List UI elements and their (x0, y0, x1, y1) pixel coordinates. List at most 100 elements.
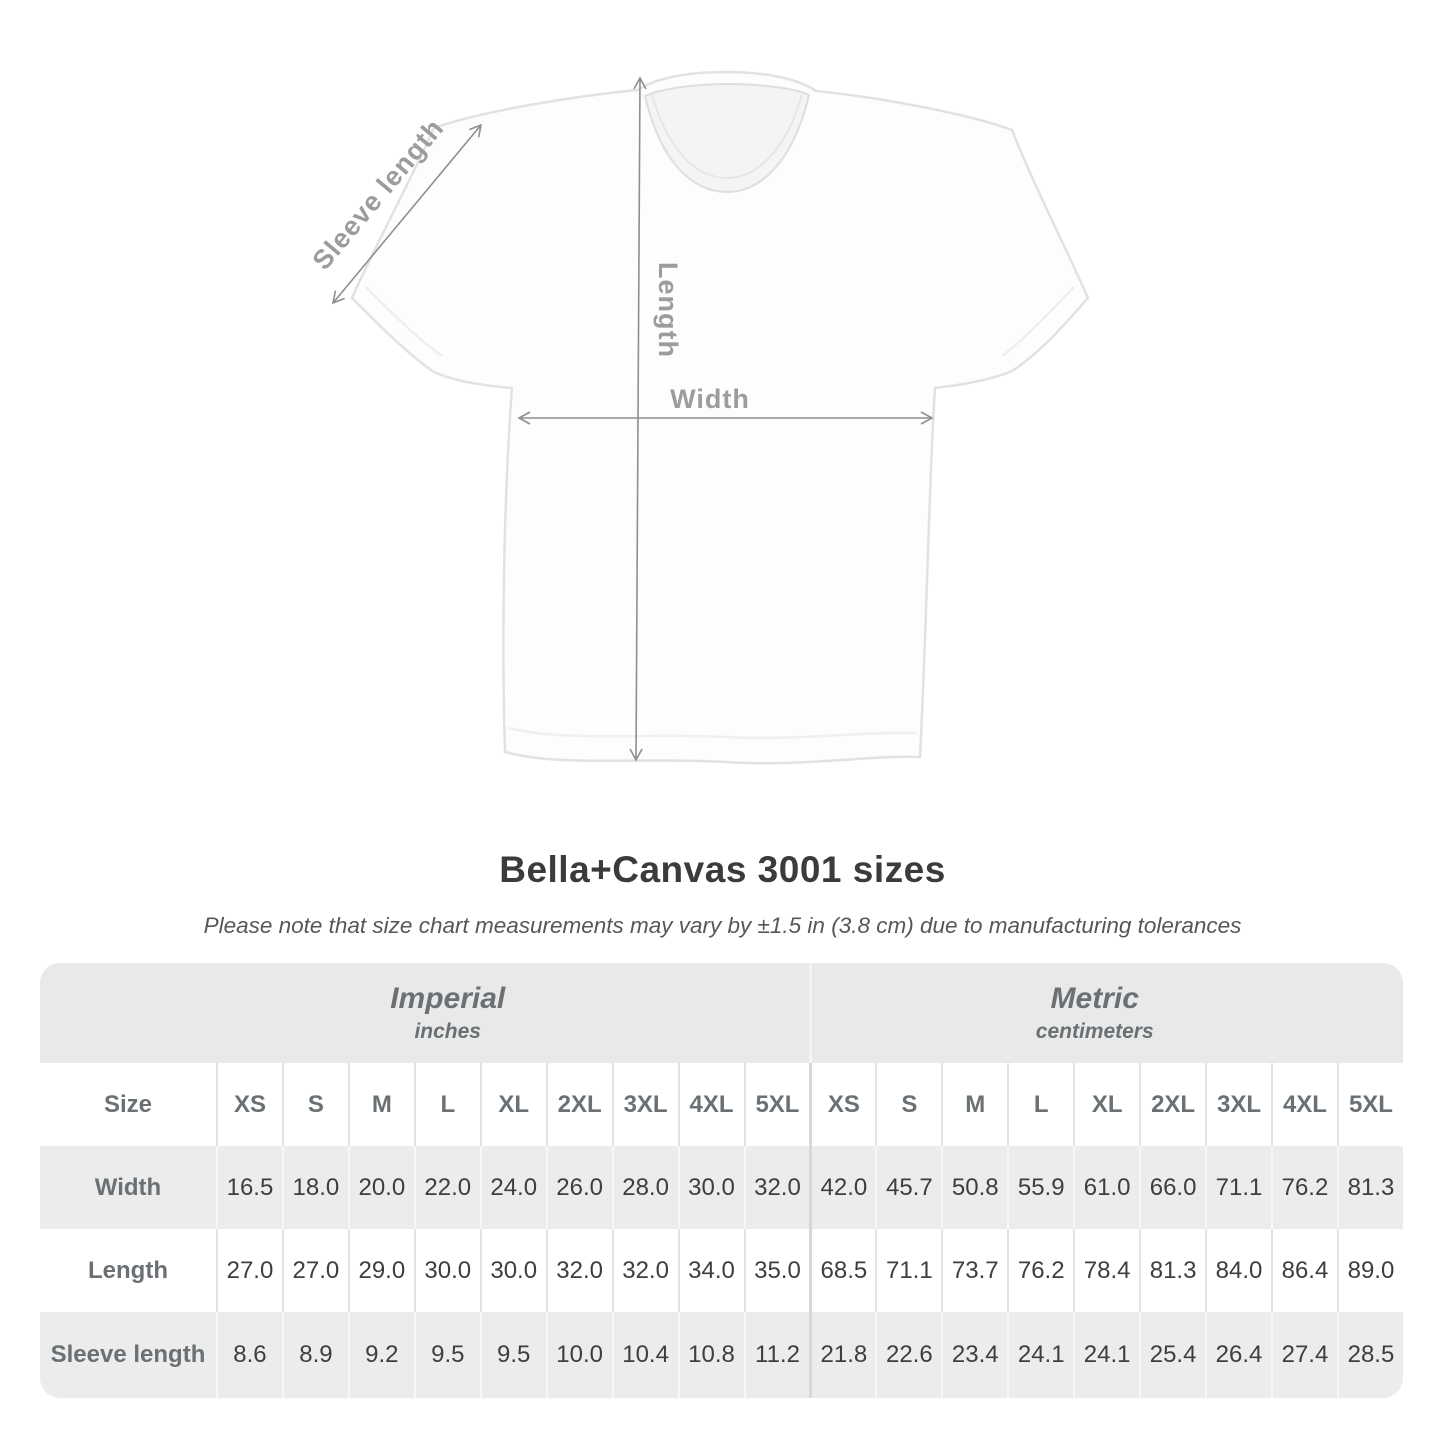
metric-band: Metric centimeters (809, 963, 1403, 1063)
tshirt-hem-seam (507, 726, 918, 740)
value-cell: 28.0 (611, 1146, 678, 1229)
value-cell: 66.0 (1139, 1146, 1206, 1229)
size-header-cell: 2XL (545, 1063, 612, 1146)
value-cell: 10.0 (545, 1312, 612, 1398)
value-cell: 81.3 (1336, 1146, 1403, 1229)
value-cell: 30.0 (413, 1229, 480, 1312)
value-cell: 32.0 (611, 1229, 678, 1312)
value-cell: 27.0 (281, 1229, 348, 1312)
value-cell: 10.4 (611, 1312, 678, 1398)
value-cell: 26.0 (545, 1146, 612, 1229)
metric-label: Metric (1050, 981, 1139, 1015)
row-label: Sleeve length (40, 1312, 216, 1398)
size-header-cell: 4XL (677, 1063, 744, 1146)
value-cell: 9.5 (413, 1312, 480, 1398)
value-cell: 30.0 (677, 1146, 744, 1229)
size-header-cell: S (875, 1063, 942, 1146)
value-cell: 24.0 (479, 1146, 546, 1229)
row-label: Width (40, 1146, 216, 1229)
size-header-cell: S (281, 1063, 348, 1146)
imperial-band: Imperial inches (40, 963, 810, 1063)
value-cell: 73.7 (941, 1229, 1008, 1312)
value-cell: 76.2 (1271, 1146, 1337, 1229)
width-label: Width (670, 384, 750, 414)
value-cell: 45.7 (875, 1146, 942, 1229)
length-label: Length (653, 262, 683, 358)
size-header-cell: XL (479, 1063, 546, 1146)
size-header-cell: L (1007, 1063, 1074, 1146)
value-cell: 29.0 (347, 1229, 414, 1312)
size-header-cell: 4XL (1271, 1063, 1337, 1146)
value-cell: 26.4 (1205, 1312, 1271, 1398)
page-title: Bella+Canvas 3001 sizes (499, 849, 946, 890)
size-header-cell: 3XL (611, 1063, 678, 1146)
size-table: Imperial inches Metric centimeters Size … (40, 963, 1403, 1398)
value-cell: 86.4 (1271, 1229, 1337, 1312)
value-cell: 24.1 (1073, 1312, 1140, 1398)
value-cell: 35.0 (743, 1229, 810, 1312)
value-cell: 22.6 (875, 1312, 942, 1398)
value-cell: 32.0 (743, 1146, 810, 1229)
page-subtitle: Please note that size chart measurements… (203, 913, 1242, 938)
size-header-cell: 5XL (743, 1063, 810, 1146)
unit-band-row: Imperial inches Metric centimeters (40, 963, 1403, 1063)
size-header-cell: XS (809, 1063, 876, 1146)
value-cell: 68.5 (809, 1229, 876, 1312)
value-cell: 16.5 (216, 1146, 282, 1229)
sleeve-length-arrow (331, 123, 483, 305)
value-cell: 28.5 (1336, 1312, 1403, 1398)
value-cell: 8.9 (281, 1312, 348, 1398)
value-cell: 84.0 (1205, 1229, 1271, 1312)
value-cell: 32.0 (545, 1229, 612, 1312)
size-header-cell: M (941, 1063, 1008, 1146)
size-column-header: Size (40, 1063, 216, 1146)
value-cell: 71.1 (875, 1229, 942, 1312)
width-row: Width 16.5 18.0 20.0 22.0 24.0 26.0 28.0… (40, 1146, 1403, 1229)
value-cell: 23.4 (941, 1312, 1008, 1398)
value-cell: 24.1 (1007, 1312, 1074, 1398)
value-cell: 11.2 (743, 1312, 810, 1398)
metric-unit: centimeters (1035, 1020, 1154, 1044)
tshirt-right-cuff-seam (1001, 286, 1075, 357)
size-header-cell: L (413, 1063, 480, 1146)
value-cell: 9.5 (479, 1312, 546, 1398)
length-row: Length 27.0 27.0 29.0 30.0 30.0 32.0 32.… (40, 1229, 1403, 1312)
size-header-cell: M (347, 1063, 414, 1146)
size-header-row: Size XS S M L XL 2XL 3XL 4XL 5XL XS S M … (40, 1063, 1403, 1146)
value-cell: 27.4 (1271, 1312, 1337, 1398)
value-cell: 34.0 (677, 1229, 744, 1312)
size-table-container: Imperial inches Metric centimeters Size … (40, 963, 1403, 1398)
value-cell: 42.0 (809, 1146, 876, 1229)
tshirt-collar-seam (651, 93, 803, 180)
value-cell: 78.4 (1073, 1229, 1140, 1312)
imperial-label: Imperial (390, 981, 506, 1015)
tshirt-illustration: Sleeve length Length Width (306, 70, 1090, 765)
value-cell: 27.0 (216, 1229, 282, 1312)
sleeve-length-row: Sleeve length 8.6 8.9 9.2 9.5 9.5 10.0 1… (40, 1312, 1403, 1398)
size-header-cell: 5XL (1336, 1063, 1403, 1146)
size-header-cell: 3XL (1205, 1063, 1271, 1146)
value-cell: 89.0 (1336, 1229, 1403, 1312)
value-cell: 61.0 (1073, 1146, 1140, 1229)
value-cell: 25.4 (1139, 1312, 1206, 1398)
value-cell: 71.1 (1205, 1146, 1271, 1229)
value-cell: 10.8 (677, 1312, 744, 1398)
size-header-cell: XL (1073, 1063, 1140, 1146)
row-label: Length (40, 1229, 216, 1312)
value-cell: 50.8 (941, 1146, 1008, 1229)
value-cell: 81.3 (1139, 1229, 1206, 1312)
value-cell: 55.9 (1007, 1146, 1074, 1229)
value-cell: 18.0 (281, 1146, 348, 1229)
value-cell: 9.2 (347, 1312, 414, 1398)
value-cell: 30.0 (479, 1229, 546, 1312)
size-header-cell: XS (216, 1063, 282, 1146)
value-cell: 22.0 (413, 1146, 480, 1229)
size-header-cell: 2XL (1139, 1063, 1206, 1146)
value-cell: 8.6 (216, 1312, 282, 1398)
value-cell: 76.2 (1007, 1229, 1074, 1312)
value-cell: 21.8 (809, 1312, 876, 1398)
imperial-unit: inches (414, 1020, 481, 1044)
value-cell: 20.0 (347, 1146, 414, 1229)
tshirt-collar (643, 82, 811, 194)
